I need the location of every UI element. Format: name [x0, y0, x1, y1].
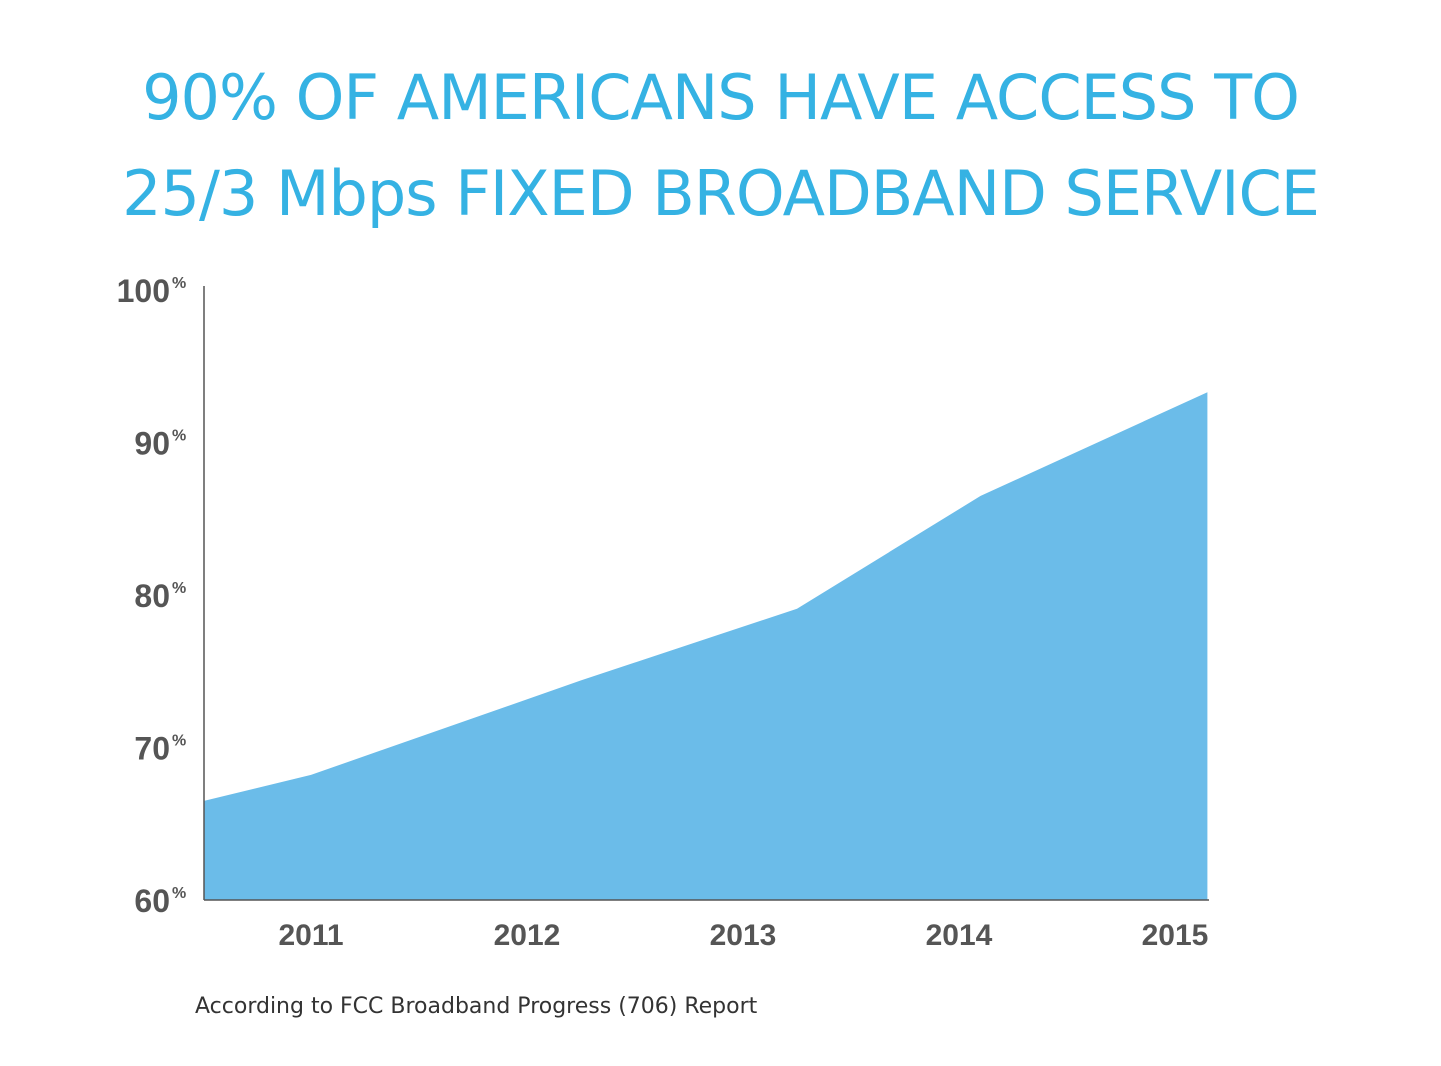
chart-title-line-1: 90% OF AMERICANS HAVE ACCESS TO: [142, 61, 1300, 134]
y-tick-suffix-80: %: [172, 580, 186, 597]
y-tick-label-100: 100: [117, 273, 170, 309]
x-tick-label-2012: 2012: [494, 919, 561, 952]
y-tick-suffix-60: %: [172, 885, 186, 902]
area-series-0: [204, 392, 1208, 900]
x-tick-label-2011: 2011: [278, 919, 343, 952]
source-note: According to FCC Broadband Progress (706…: [195, 994, 758, 1019]
x-tick-label-2015: 2015: [1142, 919, 1209, 952]
y-tick-label-60: 60: [134, 883, 170, 919]
y-tick-suffix-90: %: [172, 428, 186, 445]
x-tick-label-2013: 2013: [710, 919, 777, 952]
y-tick-suffix-100: %: [172, 275, 186, 292]
chart-title-line-2: 25/3 Mbps FIXED BROADBAND SERVICE: [122, 157, 1320, 230]
y-tick-label-80: 80: [134, 578, 170, 614]
y-tick-label-90: 90: [134, 426, 170, 462]
x-tick-label-2014: 2014: [926, 919, 993, 952]
y-tick-suffix-70: %: [172, 733, 186, 750]
y-tick-label-70: 70: [134, 731, 170, 767]
